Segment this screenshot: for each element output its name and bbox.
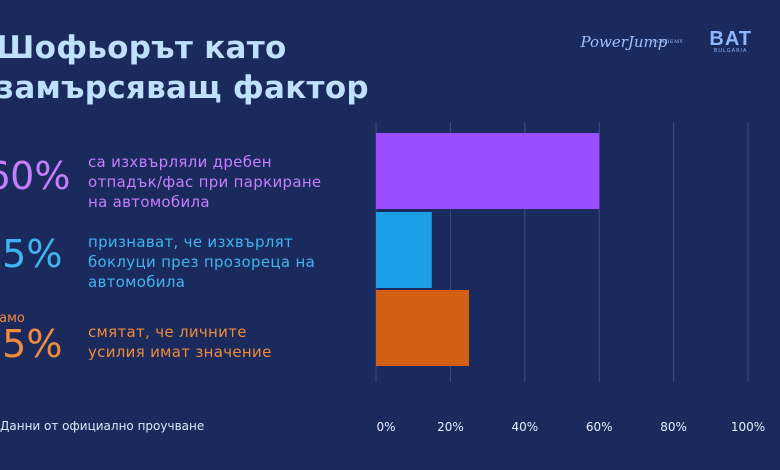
page-title: Шофьорът като замърсяващ фактор bbox=[0, 28, 369, 108]
title-line-1: Шофьорът като bbox=[0, 30, 287, 66]
stat-3-prefix: само bbox=[0, 311, 25, 326]
chart-bars bbox=[376, 133, 600, 366]
stat-3-description: смятат, че личните усилия имат значение bbox=[88, 322, 272, 362]
bat-logo-text: BAT bbox=[709, 28, 752, 50]
footnote: Данни от официално проучване bbox=[0, 419, 205, 433]
tick-label: 100% bbox=[731, 420, 765, 434]
power-jump-logo-small: ACADEMY bbox=[652, 39, 684, 45]
bar-3 bbox=[376, 290, 469, 366]
tick-label: 20% bbox=[437, 420, 464, 434]
stat-1-line-3: на автомобила bbox=[88, 193, 210, 211]
stat-1-line-2: отпадък/фас при паркиране bbox=[88, 173, 322, 191]
stat-1-value: 60% bbox=[0, 154, 71, 198]
stat-2-line-2: боклуци през прозореца на bbox=[88, 253, 316, 271]
stat-2-line-3: автомобила bbox=[88, 273, 186, 291]
bat-logo-small: BULGARIA bbox=[713, 48, 748, 54]
stat-3-line-2: усилия имат значение bbox=[88, 343, 272, 361]
chart-ticks: 0% 20% 40% 60% 80% 100% bbox=[376, 420, 765, 434]
stat-1-line-1: са изхвърляли дребен bbox=[88, 153, 272, 171]
logos: PowerJump ACADEMY BAT BULGARIA bbox=[580, 28, 752, 54]
bar-1 bbox=[376, 133, 600, 209]
stat-2-value: 15% bbox=[0, 232, 63, 276]
stat-2-line-1: признават, че изхвърлят bbox=[88, 233, 294, 251]
stat-3-line-1: смятат, че личните bbox=[88, 323, 247, 341]
tick-label: 60% bbox=[586, 420, 613, 434]
power-jump-logo: PowerJump ACADEMY bbox=[580, 33, 683, 51]
stat-2-description: признават, че изхвърлят боклуци през про… bbox=[88, 232, 315, 292]
power-jump-logo-text: PowerJump bbox=[580, 33, 668, 51]
bat-logo: BAT BULGARIA bbox=[709, 28, 752, 54]
tick-label: 0% bbox=[376, 420, 395, 434]
stat-3-value: 25% bbox=[0, 322, 63, 366]
tick-label: 80% bbox=[660, 420, 687, 434]
stat-1-description: са изхвърляли дребен отпадък/фас при пар… bbox=[88, 152, 321, 212]
bar-2 bbox=[376, 212, 432, 288]
title-line-2: замърсяващ фактор bbox=[0, 70, 369, 106]
tick-label: 40% bbox=[511, 420, 538, 434]
